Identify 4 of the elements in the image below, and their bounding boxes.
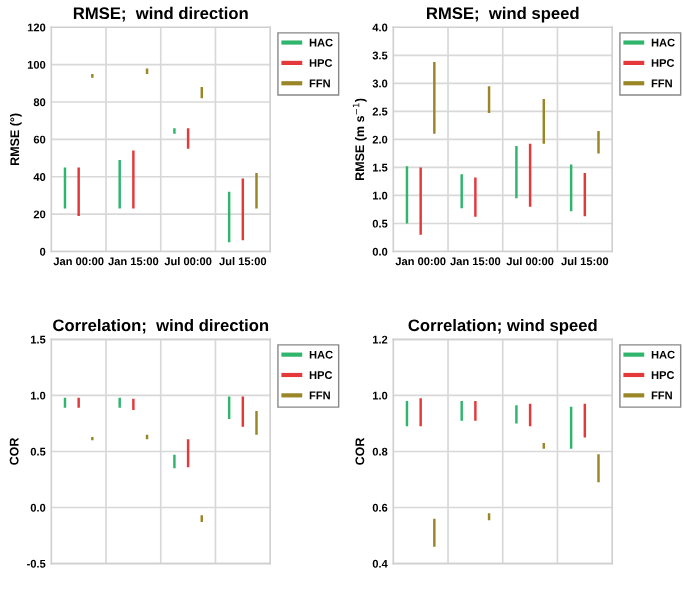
chart-title: Correlation; wind direction xyxy=(53,318,269,334)
chart-title: RMSE; wind speed xyxy=(427,6,579,23)
chart-title: RMSE; wind direction xyxy=(73,6,248,22)
chart-title: Correlation; wind speed xyxy=(408,318,597,335)
